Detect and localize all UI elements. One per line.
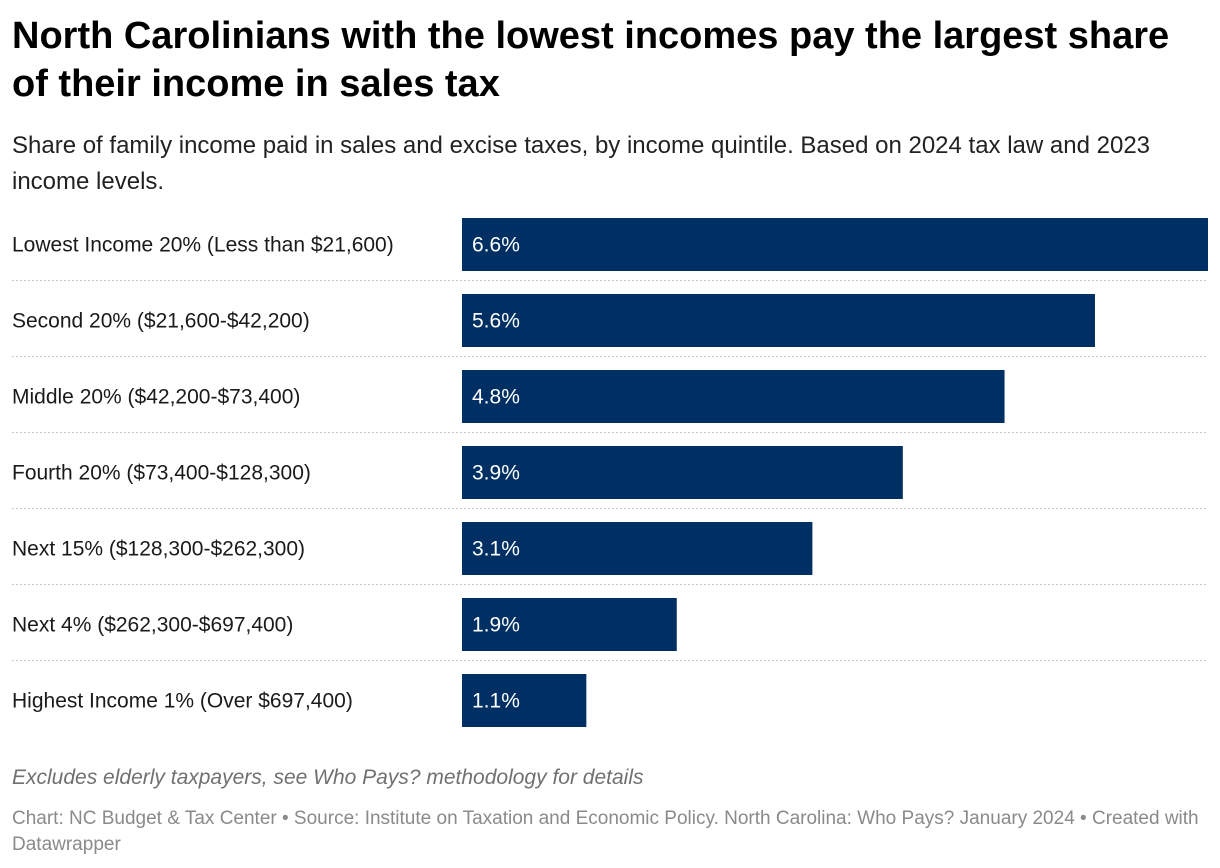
category-label: Middle 20% ($42,200-$73,400) — [12, 386, 300, 409]
bar-row: Fourth 20% ($73,400-$128,300) 3.9% — [12, 446, 1208, 509]
value-label: 1.1% — [472, 690, 520, 713]
bar — [462, 218, 1208, 271]
bar-row: Highest Income 1% (Over $697,400) 1.1% — [12, 674, 587, 727]
chart-title: North Carolinians with the lowest income… — [12, 15, 1170, 105]
value-label: 3.9% — [472, 462, 520, 485]
chart-subtitle: Share of family income paid in sales and… — [12, 132, 1151, 195]
category-label: Second 20% ($21,600-$42,200) — [12, 310, 310, 333]
category-label: Fourth 20% ($73,400-$128,300) — [12, 462, 311, 485]
chart-footer: Chart: NC Budget & Tax Center • Source: … — [12, 808, 1199, 855]
value-label: 3.1% — [472, 538, 520, 561]
bar-row: Second 20% ($21,600-$42,200) 5.6% — [12, 294, 1208, 357]
bar — [462, 294, 1095, 347]
category-label: Highest Income 1% (Over $697,400) — [12, 690, 353, 713]
bar — [462, 674, 587, 727]
category-label: Lowest Income 20% (Less than $21,600) — [12, 234, 394, 257]
bar-row: Next 4% ($262,300-$697,400) 1.9% — [12, 598, 1208, 661]
bar — [462, 598, 677, 651]
value-label: 5.6% — [472, 310, 520, 333]
value-label: 1.9% — [472, 614, 520, 637]
bar — [462, 370, 1005, 423]
bar — [462, 522, 813, 575]
value-label: 6.6% — [472, 234, 520, 257]
value-label: 4.8% — [472, 386, 520, 409]
category-label: Next 4% ($262,300-$697,400) — [12, 614, 293, 637]
category-label: Next 15% ($128,300-$262,300) — [12, 538, 305, 561]
bar-row: Middle 20% ($42,200-$73,400) 4.8% — [12, 370, 1208, 433]
bar-row: Next 15% ($128,300-$262,300) 3.1% — [12, 522, 1208, 585]
bar-row: Lowest Income 20% (Less than $21,600) 6.6… — [12, 218, 1208, 281]
bar-chart: Lowest Income 20% (Less than $21,600) 6.6… — [12, 218, 1208, 727]
bar — [462, 446, 903, 499]
chart-note: Excludes elderly taxpayers, see Who Pays… — [12, 766, 644, 789]
